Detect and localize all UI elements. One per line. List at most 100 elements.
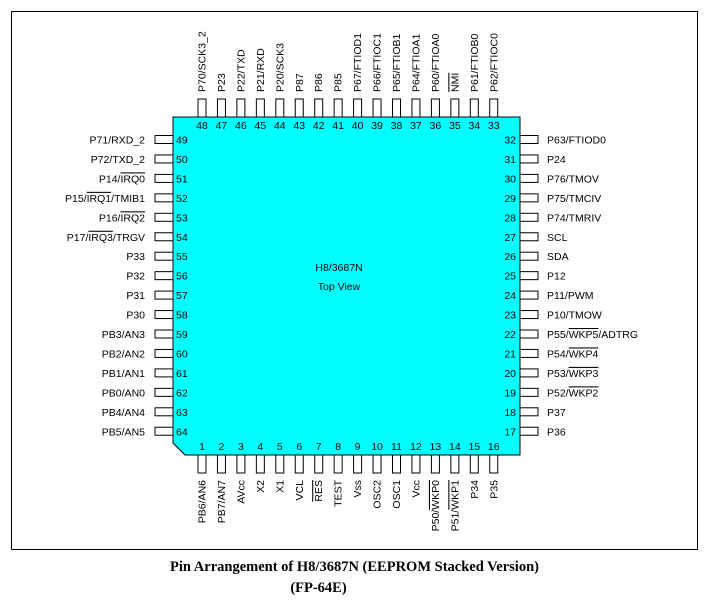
- pin-arrangement-diagram: P71/RXD_2 P72/TXD_2 P14/IRQ0 P15/IRQ1/TMIB1…: [65, 31, 638, 532]
- figure-caption-package: (FP-64E): [290, 580, 347, 596]
- pin-label-right-4: P74/TMRIV: [547, 212, 601, 224]
- pin-label-bottom-2: AVcc: [235, 480, 247, 504]
- pin-lead-top-1: [216, 98, 226, 118]
- pin-lead-bottom-1: [216, 454, 226, 474]
- pin-label-bottom-15: P35: [488, 480, 500, 499]
- pin-number-right-15: 17: [504, 426, 516, 438]
- pin-label-part: TEST: [333, 479, 345, 506]
- pin-number-right-11: 21: [504, 348, 516, 360]
- pin-lead-bottom-14: [469, 454, 479, 474]
- pin-lead-left-1: [154, 154, 174, 164]
- pin-label-part: IRQ1: [87, 193, 112, 205]
- pin-label-left-1: P72/TXD_2: [91, 154, 145, 166]
- pin-label-part: PB2/AN2: [102, 348, 145, 360]
- pin-label-top-11: P64/FTIOA1: [410, 33, 422, 92]
- pin-number-right-12: 20: [504, 368, 516, 380]
- pin-label-left-6: P33: [126, 251, 145, 263]
- pin-label-bottom-4: X1: [274, 480, 286, 493]
- pin-number-bottom-0: 1: [199, 441, 205, 453]
- pin-number-left-2: 51: [176, 173, 188, 185]
- pin-label-part: P67/FTIOD1: [352, 33, 364, 92]
- pin-lead-top-5: [294, 98, 304, 118]
- pin-label-bottom-11: Vcc: [410, 480, 422, 498]
- pin-label-top-0: P70/SCK3_2: [197, 31, 209, 92]
- pin-lead-right-1: [519, 154, 539, 164]
- pin-label-part: P31: [126, 290, 145, 302]
- pin-number-left-3: 52: [176, 193, 188, 205]
- pin-lead-left-13: [154, 387, 174, 397]
- pin-number-top-0: 48: [196, 120, 208, 132]
- pin-lead-right-13: [519, 387, 539, 397]
- pin-label-bottom-8: Vss: [352, 480, 364, 498]
- pin-lead-left-10: [154, 329, 174, 339]
- pin-label-bottom-7: TEST: [333, 479, 345, 506]
- pin-label-part: /TMIB1: [111, 193, 145, 205]
- pin-label-part: P62/FTIOC0: [488, 33, 500, 92]
- pin-lead-top-11: [411, 98, 421, 118]
- pin-lead-top-15: [489, 98, 499, 118]
- pin-label-part: /ADTRG: [598, 329, 638, 341]
- pin-label-part: WKP1: [449, 480, 461, 510]
- pin-lead-bottom-6: [314, 454, 324, 474]
- pin-label-part: PB0/AN0: [102, 387, 145, 399]
- pin-label-part: P74/TMRIV: [547, 212, 601, 224]
- pin-label-part: P61/FTIOB0: [469, 33, 481, 92]
- pin-number-bottom-6: 7: [316, 441, 322, 453]
- pin-number-right-1: 31: [504, 154, 516, 166]
- pin-label-part: X1: [274, 480, 286, 493]
- pin-number-bottom-5: 6: [296, 441, 302, 453]
- pin-label-part: P10/TMOW: [547, 310, 602, 322]
- pin-lead-top-2: [236, 98, 246, 118]
- pin-label-top-15: P62/FTIOC0: [488, 33, 500, 92]
- pin-number-left-4: 53: [176, 212, 188, 224]
- pin-label-part: WKP4: [569, 348, 599, 360]
- pin-label-part: PB1/AN1: [102, 368, 145, 380]
- pin-label-bottom-1: PB7/AN7: [216, 480, 228, 523]
- pin-label-bottom-14: P34: [469, 480, 481, 499]
- pin-label-part: P65/FTIOB1: [391, 33, 403, 92]
- pin-lead-left-3: [154, 193, 174, 203]
- pin-label-part: P85: [333, 73, 345, 92]
- pin-lead-bottom-10: [392, 454, 401, 474]
- pin-number-bottom-7: 8: [335, 441, 341, 453]
- pin-label-top-7: P85: [333, 73, 345, 92]
- pin-lead-top-8: [353, 98, 363, 118]
- pin-lead-bottom-0: [197, 454, 207, 474]
- pin-label-part: P20/SCK3: [274, 43, 286, 92]
- pin-label-right-11: P54/WKP4: [547, 348, 599, 360]
- pin-label-part: P34: [469, 480, 481, 499]
- pin-label-part: P37: [547, 407, 566, 419]
- pin-label-part: P64/FTIOA1: [410, 33, 422, 92]
- pin-lead-bottom-12: [430, 454, 440, 474]
- pin-label-right-13: P52/WKP2: [547, 387, 599, 399]
- pin-label-right-8: P11/PWM: [547, 290, 593, 302]
- pin-label-part: Vcc: [410, 480, 422, 498]
- pin-label-part: NMI: [449, 73, 461, 92]
- pin-number-bottom-4: 5: [277, 441, 283, 453]
- pin-label-top-14: P61/FTIOB0: [469, 33, 481, 92]
- pin-number-bottom-10: 11: [391, 441, 402, 453]
- pin-label-part: OSC2: [372, 480, 384, 509]
- chip-name: H8/3687N: [315, 262, 362, 274]
- pin-label-right-1: P24: [547, 154, 566, 166]
- pin-label-left-2: P14/IRQ0: [99, 173, 145, 185]
- pin-label-part: P50/: [430, 510, 442, 532]
- pin-lead-top-10: [392, 98, 401, 118]
- pin-lead-bottom-11: [411, 454, 421, 474]
- pin-number-right-2: 30: [504, 173, 516, 185]
- pin-number-top-6: 42: [313, 120, 325, 132]
- pin-label-part: P55/: [547, 329, 569, 341]
- pin-number-bottom-9: 10: [371, 441, 383, 453]
- pin-number-top-1: 47: [216, 120, 228, 132]
- pin-label-bottom-9: OSC2: [372, 480, 384, 509]
- pin-label-part: X2: [255, 480, 267, 493]
- pin-label-right-9: P10/TMOW: [547, 310, 602, 322]
- pin-label-top-13: NMI: [449, 73, 461, 92]
- pin-label-left-3: P15/IRQ1/TMIB1: [65, 193, 145, 205]
- pin-label-top-12: P60/FTIOA0: [430, 33, 442, 92]
- pin-label-part: P17/: [67, 232, 89, 244]
- pin-label-left-11: PB2/AN2: [102, 348, 145, 360]
- pin-number-left-5: 54: [176, 232, 188, 244]
- pin-lead-top-12: [430, 98, 440, 118]
- pin-number-top-5: 43: [293, 120, 305, 132]
